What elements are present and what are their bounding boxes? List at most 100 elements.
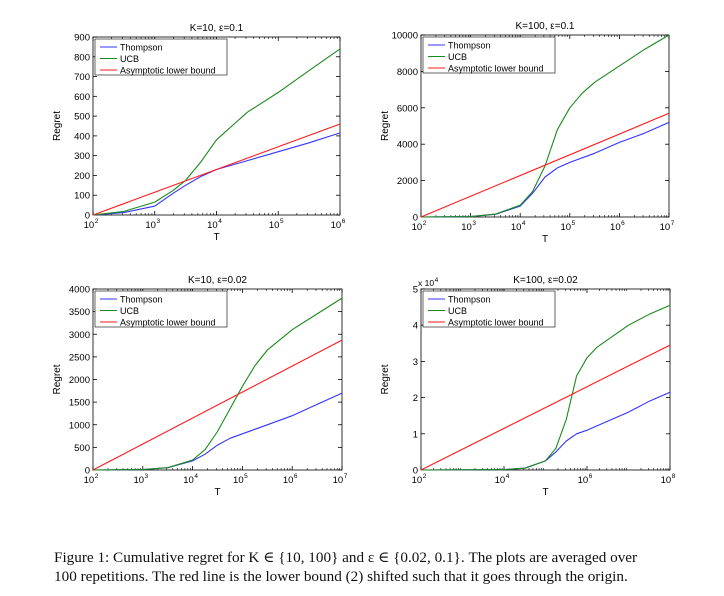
x-tick-exponent: 3 bbox=[472, 220, 476, 227]
y-multiplier-label: x 104 bbox=[418, 277, 439, 288]
x-tick-exponent: 6 bbox=[294, 473, 298, 480]
x-tick-exponent: 4 bbox=[506, 473, 510, 480]
chart-2: 0 2000 4000 6000 8000 10000 102 103 104 105 106 107… bbox=[380, 21, 675, 245]
y-tick-label: 4000 bbox=[397, 140, 418, 151]
legend-box bbox=[422, 36, 556, 74]
y-tick-label: 3000 bbox=[69, 330, 90, 341]
x-tick-exponent: 8 bbox=[672, 473, 676, 480]
series-line bbox=[92, 297, 343, 471]
y-tick-label: 300 bbox=[74, 151, 90, 162]
x-axis-label: T bbox=[542, 487, 548, 498]
x-tick-exponent: 7 bbox=[671, 220, 675, 227]
x-tick-exponent: 4 bbox=[194, 473, 198, 480]
x-tick-exponent: 5 bbox=[280, 218, 284, 225]
legend-entry: Thompson bbox=[448, 41, 491, 51]
chart-title: K=10, ε=0.1 bbox=[190, 23, 244, 34]
chart-3: 0 500 1000 1500 2000 2500 3000 3500 4000 102 103 10… bbox=[52, 275, 348, 498]
caption-line-2: 100 repetitions. The red line is the low… bbox=[54, 568, 628, 585]
legend-box bbox=[94, 290, 228, 328]
y-tick-label: 1000 bbox=[69, 420, 90, 431]
x-tick-label: 105 bbox=[560, 220, 575, 233]
x-tick-label: 104 bbox=[495, 473, 510, 486]
series-line bbox=[420, 112, 670, 218]
x-tick-label: 104 bbox=[511, 220, 526, 233]
y-tick-label: 6000 bbox=[397, 103, 418, 114]
series-line bbox=[92, 123, 341, 216]
y-tick-label: 800 bbox=[74, 52, 90, 63]
legend-entry: UCB bbox=[448, 52, 467, 62]
x-tick-exponent: 4 bbox=[522, 220, 526, 227]
series-line bbox=[92, 339, 343, 471]
legend-entry: UCB bbox=[120, 306, 139, 316]
legend-box bbox=[94, 38, 228, 76]
x-tick-label: 104 bbox=[207, 218, 222, 231]
x-tick-label: 103 bbox=[461, 220, 476, 233]
x-tick-label: 102 bbox=[84, 473, 99, 486]
y-multiplier-exponent: 4 bbox=[435, 277, 439, 284]
y-axis-label: Regret bbox=[380, 111, 391, 141]
y-tick-label: 500 bbox=[74, 112, 90, 123]
y-tick-label: 900 bbox=[74, 33, 90, 44]
y-tick-label: 0 bbox=[85, 466, 90, 477]
x-tick-exponent: 5 bbox=[572, 220, 576, 227]
x-tick-label: 106 bbox=[283, 473, 298, 486]
x-tick-label: 103 bbox=[133, 473, 148, 486]
x-axis-label: T bbox=[213, 232, 219, 243]
legend-entry: Thompson bbox=[448, 295, 491, 305]
series-line bbox=[420, 304, 671, 471]
x-tick-label: 103 bbox=[145, 218, 160, 231]
x-tick-label: 107 bbox=[660, 220, 675, 233]
y-axis-label: Regret bbox=[52, 364, 63, 394]
y-tick-label: 400 bbox=[74, 131, 90, 142]
x-tick-label: 107 bbox=[333, 473, 348, 486]
y-axis-label: Regret bbox=[380, 364, 391, 394]
legend-entry: Asymptotic lower bound bbox=[448, 318, 544, 328]
series-line bbox=[420, 344, 671, 471]
y-tick-label: 600 bbox=[74, 92, 90, 103]
legend-entry: UCB bbox=[448, 306, 467, 316]
y-tick-label: 10000 bbox=[392, 31, 418, 42]
x-tick-exponent: 3 bbox=[156, 218, 160, 225]
x-tick-exponent: 5 bbox=[244, 473, 248, 480]
x-tick-exponent: 6 bbox=[589, 473, 593, 480]
x-tick-exponent: 4 bbox=[218, 218, 222, 225]
y-tick-label: 500 bbox=[74, 443, 90, 454]
x-tick-exponent: 2 bbox=[423, 220, 427, 227]
x-tick-label: 102 bbox=[412, 473, 427, 486]
x-tick-label: 108 bbox=[661, 473, 676, 486]
chart-1: 0 100 200 300 400 500 600 700 800 900 102 103 104 105… bbox=[52, 23, 346, 243]
y-tick-label: 1 bbox=[413, 429, 418, 440]
chart-4: 0 1 2 3 4 5 102 104 106 108 T Regret K=100, ε=0.02 x … bbox=[380, 275, 676, 498]
figure-caption: Figure 1: Cumulative regret for K ∈ {10,… bbox=[54, 548, 714, 586]
y-tick-label: 4 bbox=[413, 321, 418, 332]
y-tick-label: 2000 bbox=[69, 375, 90, 386]
x-tick-label: 105 bbox=[233, 473, 248, 486]
x-tick-exponent: 7 bbox=[344, 473, 348, 480]
x-tick-label: 105 bbox=[269, 218, 284, 231]
y-tick-label: 2000 bbox=[397, 176, 418, 187]
legend-entry: Asymptotic lower bound bbox=[120, 318, 216, 328]
series-line bbox=[92, 132, 341, 216]
x-tick-exponent: 2 bbox=[95, 218, 99, 225]
x-tick-label: 102 bbox=[84, 218, 99, 231]
x-axis-label: T bbox=[542, 234, 548, 245]
x-axis-label: T bbox=[214, 487, 220, 498]
chart-title: K=100, ε=0.1 bbox=[516, 21, 575, 32]
y-tick-label: 1500 bbox=[69, 398, 90, 409]
x-tick-exponent: 2 bbox=[423, 473, 427, 480]
y-tick-label: 3500 bbox=[69, 307, 90, 318]
x-tick-exponent: 6 bbox=[621, 220, 625, 227]
y-tick-label: 700 bbox=[74, 72, 90, 83]
chart-title: K=100, ε=0.02 bbox=[513, 275, 578, 286]
y-tick-label: 4000 bbox=[69, 285, 90, 296]
series-line bbox=[420, 34, 670, 218]
y-tick-label: 2500 bbox=[69, 352, 90, 363]
y-tick-label: 0 bbox=[413, 213, 418, 224]
x-tick-exponent: 3 bbox=[145, 473, 149, 480]
y-axis-label: Regret bbox=[52, 111, 63, 141]
chart-title: K=10, ε=0.02 bbox=[188, 275, 247, 286]
x-tick-label: 102 bbox=[412, 220, 427, 233]
